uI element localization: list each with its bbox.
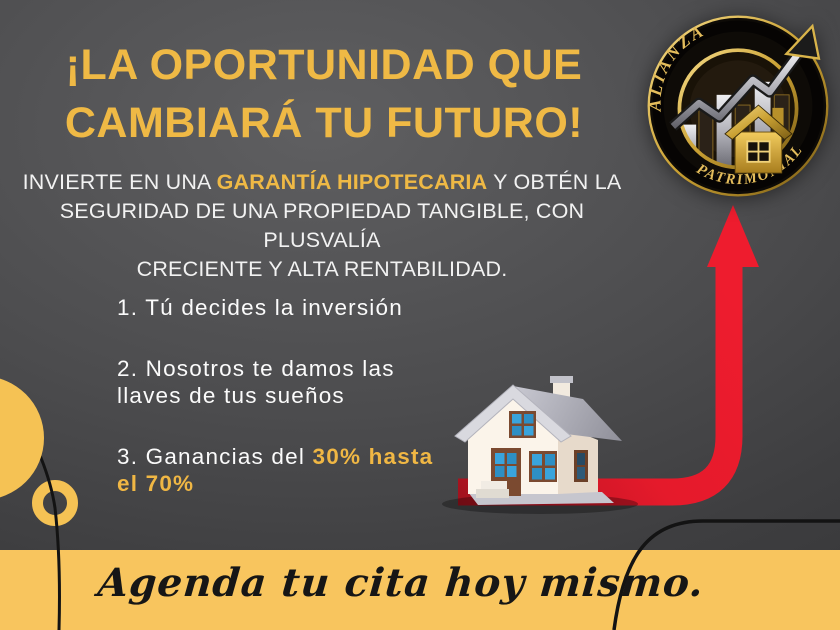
benefit-line: llaves de tus sueños <box>117 382 487 410</box>
intro-line: CRECIENTE Y ALTA RENTABILIDAD. <box>6 255 638 284</box>
highlighted-text: GARANTÍA HIPOTECARIA <box>216 170 488 194</box>
benefit-line: 1. Tú decides la inversión <box>117 294 487 322</box>
text-segment: Y OBTÉN LA <box>487 170 622 194</box>
headline: ¡LA OPORTUNIDAD QUE CAMBIARÁ TU FUTURO! <box>0 36 648 152</box>
house-illustration <box>454 376 622 505</box>
benefit-item: 3. Ganancias del 30% hasta el 70% <box>117 443 487 498</box>
door-steps <box>476 481 509 498</box>
text-segment: SEGURIDAD DE UNA PROPIEDAD TANGIBLE, CON… <box>59 199 585 252</box>
highlighted-text: el 70% <box>117 471 195 496</box>
text-segment: 2. Nosotros te damos las <box>117 355 395 381</box>
roof <box>513 386 622 441</box>
text-segment: 3. Ganancias del <box>117 443 313 469</box>
cta-text: Agenda tu cita hoy mismo. <box>95 560 707 606</box>
half-circle-left <box>0 378 44 498</box>
text-segment: INVIERTE EN UNA <box>22 170 217 194</box>
logo-house <box>724 104 793 174</box>
headline-line-2: CAMBIARÁ TU FUTURO! <box>64 99 584 147</box>
benefits-list: 1. Tú decides la inversión 2. Nosotros te… <box>117 294 487 531</box>
alianza-patrimonial-logo: ALIANZA PATRIMONIAL <box>645 15 829 197</box>
benefit-line: 2. Nosotros te damos las <box>117 355 487 383</box>
intro-line: SEGURIDAD DE UNA PROPIEDAD TANGIBLE, CON… <box>6 197 638 255</box>
text-segment: CRECIENTE Y ALTA RENTABILIDAD. <box>136 257 508 281</box>
benefit-line: 3. Ganancias del 30% hasta <box>117 443 487 471</box>
intro-paragraph: INVIERTE EN UNA GARANTÍA HIPOTECARIA Y O… <box>6 168 638 284</box>
benefit-item: 1. Tú decides la inversión <box>117 294 487 322</box>
benefit-line: el 70% <box>117 470 487 498</box>
side-window <box>574 450 588 482</box>
benefit-item: 2. Nosotros te damos las llaves de tus su… <box>117 355 487 410</box>
corner-line-right <box>612 519 840 630</box>
logo-trend-arrow <box>669 23 821 131</box>
red-growth-arrow <box>458 205 759 506</box>
bottom-yellow-band <box>0 550 840 630</box>
highlighted-text: 30% hasta <box>312 443 434 469</box>
text-segment: llaves de tus sueños <box>117 383 345 408</box>
red-arrowhead <box>707 205 759 267</box>
intro-line: INVIERTE EN UNA GARANTÍA HIPOTECARIA Y O… <box>6 168 638 197</box>
headline-line-1: ¡LA OPORTUNIDAD QUE <box>65 41 583 89</box>
text-segment: 1. Tú decides la inversión <box>117 295 403 320</box>
attic-window <box>509 411 536 438</box>
front-window <box>529 451 557 482</box>
